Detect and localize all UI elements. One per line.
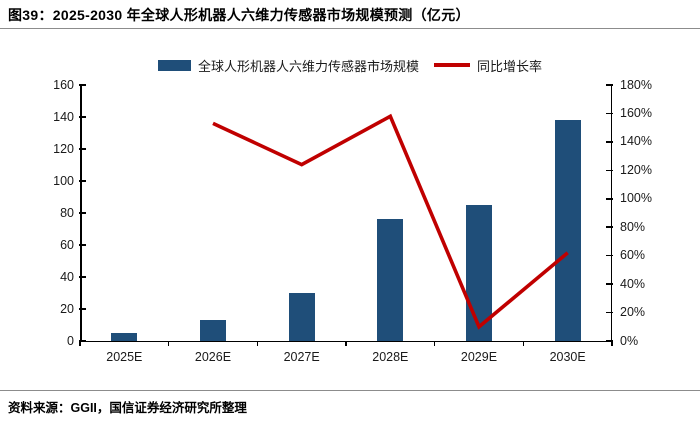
left-axis-tick-label: 140 [53,109,74,124]
left-axis-tick [79,180,86,182]
bar-2027E [288,293,315,341]
x-axis-tick [345,341,347,346]
left-axis-tick [79,116,86,118]
right-axis-tick-label: 80% [620,219,646,234]
legend-item-market-size: 全球人形机器人六维力传感器市场规模 [157,56,419,75]
right-axis-tick [606,254,613,257]
right-axis-tick [606,340,613,342]
x-axis-tick [611,341,613,346]
bar-2025E [111,333,138,341]
plot-area [80,85,612,341]
growth-rate-line [212,113,569,330]
right-axis-tick [606,141,613,143]
source-note: 资料来源：GGII，国信证券经济研究所整理 [8,401,247,415]
right-axis-tick-label: 100% [620,191,652,206]
right-axis-tick-label: 160% [620,105,652,120]
left-axis-tick [79,212,86,214]
right-axis-tick-label: 180% [620,77,652,92]
x-axis-tick [167,341,170,346]
x-axis-category-label: 2028E [372,350,409,364]
left-axis-tick-label: 120 [53,141,74,156]
left-axis-tick [79,84,86,86]
figure-title: 图39：2025-2030 年全球人形机器人六维力传感器市场规模预测（亿元） [8,7,470,23]
title-divider [0,28,700,29]
right-axis-tick-label: 20% [620,305,646,320]
footer-divider [0,390,700,391]
left-axis-tick-label: 0 [67,333,74,348]
x-axis-tick [79,341,81,346]
right-axis-tick [606,311,613,314]
bar-2030E [554,120,581,341]
left-axis-tick-label: 20 [60,301,74,316]
right-axis-tick-label: 140% [620,134,652,149]
x-axis-category-label: 2030E [549,350,586,364]
x-axis-category-label: 2026E [194,350,232,364]
left-axis-tick [79,276,86,278]
right-axis-tick [606,226,613,228]
right-axis-tick [606,283,613,285]
x-axis-category-label: 2029E [460,350,498,364]
left-axis-tick [79,148,86,150]
left-axis-tick-label: 80 [60,205,74,220]
left-axis-tick [79,308,86,310]
bar-2026E [200,320,226,341]
legend-item-growth-rate: 同比增长率 [434,56,542,75]
x-axis-category-label: 2025E [106,350,143,364]
bar-2028E [377,219,404,341]
bar-series-swatch [157,59,191,71]
left-axis-tick [79,244,86,246]
left-axis-tick-label: 60 [60,237,74,252]
x-axis-tick [433,341,436,346]
x-axis-category-label: 2027E [283,350,320,364]
left-axis-tick [79,340,86,342]
right-axis-tick-label: 0% [620,333,639,348]
chart-legend: 全球人形机器人六维力传感器市场规模 同比增长率 [0,55,700,75]
line-series-swatch [434,63,470,67]
right-axis-line [610,85,612,342]
x-axis-tick [256,341,259,346]
left-axis-tick-label: 160 [53,77,74,92]
legend-label-market-size: 全球人形机器人六维力传感器市场规模 [197,58,419,74]
growth-rate-line-chart [212,113,569,330]
right-axis-tick-label: 60% [620,248,646,263]
right-axis-tick [606,84,613,86]
right-axis-tick-label: 120% [620,162,652,177]
right-axis-tick [606,169,613,172]
left-axis-tick-label: 40 [60,269,74,284]
legend-label-growth-rate: 同比增长率 [477,58,543,74]
right-axis-tick [606,198,613,200]
left-axis-tick-label: 100 [53,173,74,188]
right-axis-tick-label: 40% [620,276,646,291]
right-axis-tick [606,112,613,115]
x-axis-tick [522,341,525,346]
